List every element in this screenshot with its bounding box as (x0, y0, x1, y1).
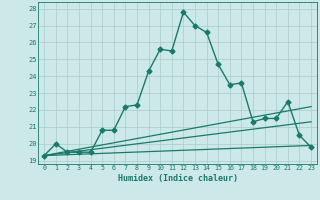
X-axis label: Humidex (Indice chaleur): Humidex (Indice chaleur) (118, 174, 238, 183)
